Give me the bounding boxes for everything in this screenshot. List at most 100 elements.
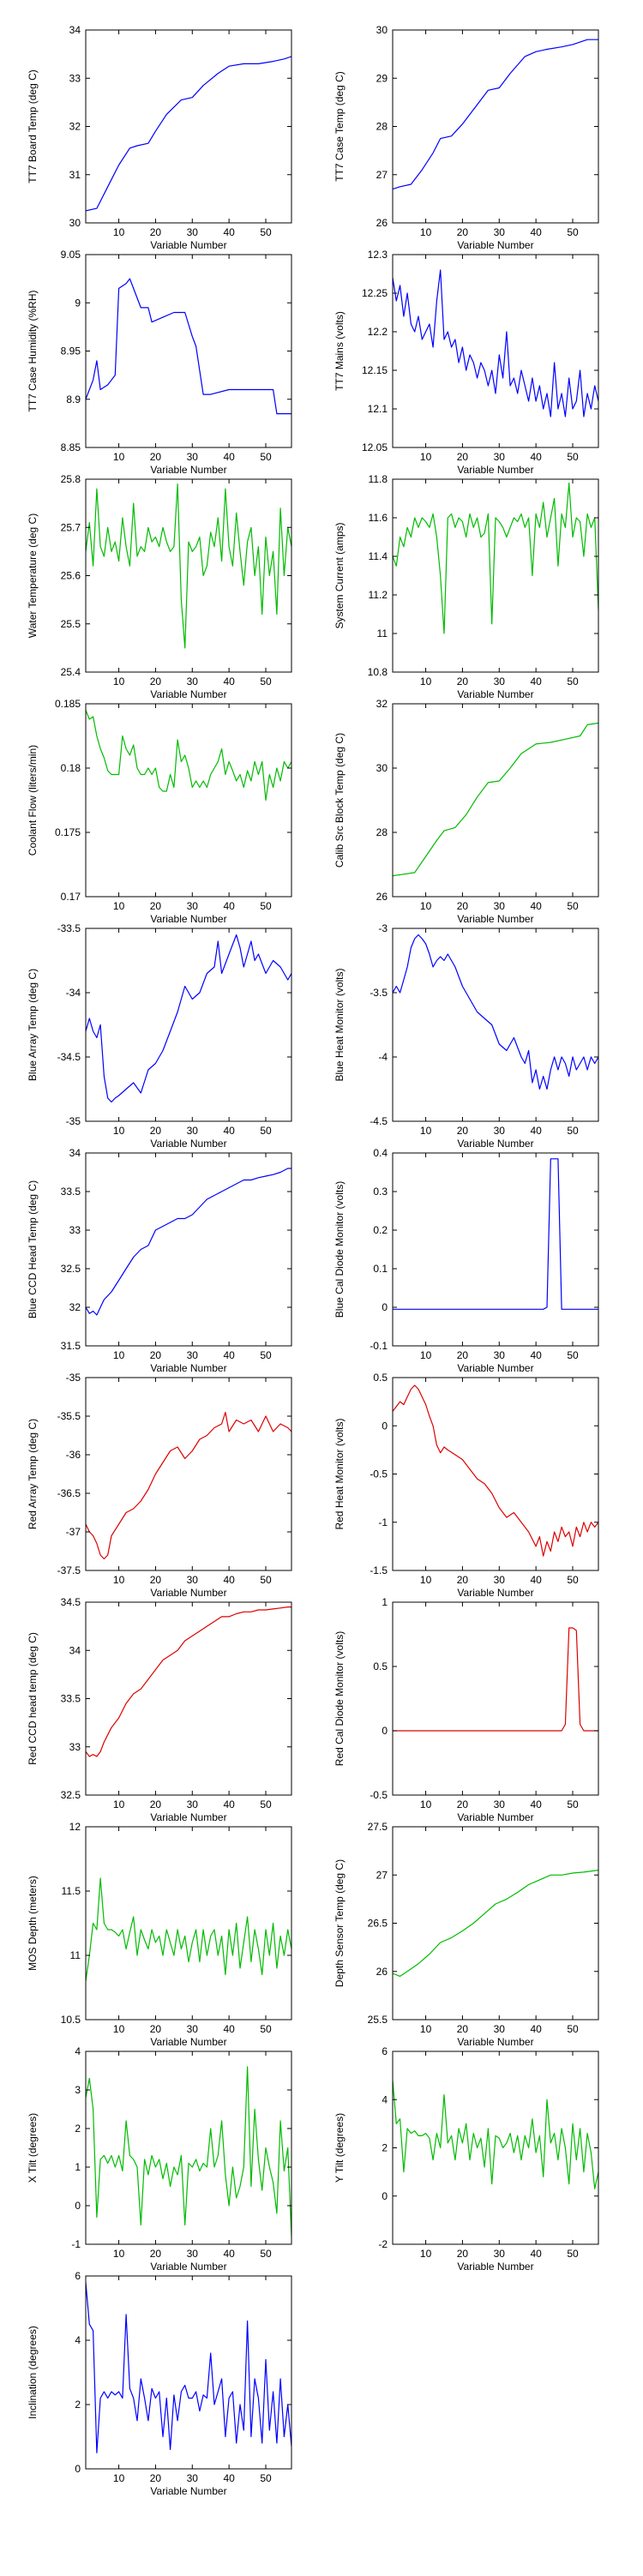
chart-panel-17: 10 20 30 40 50 10.5 11 11.5 12 Variable Number MOS…	[27, 1821, 292, 2048]
x-tick-label: 40	[530, 226, 542, 238]
y-tick-label: 25.5	[368, 2014, 388, 2026]
plot-frame	[392, 1152, 599, 1347]
y-tick-label: 0	[75, 2200, 81, 2212]
plot-frame	[392, 703, 599, 898]
y-tick-label: -4	[378, 1051, 388, 1063]
y-tick-label: -35.5	[57, 1410, 81, 1422]
x-tick-label: 40	[530, 451, 542, 463]
y-tick-label: -37	[66, 1526, 81, 1538]
y-axis-label: Red Heat Monitor (volts)	[334, 1418, 346, 1529]
chart-panel-15: 10 20 30 40 50 32.5 33 33.5 34 34.5 Variable Numbe…	[27, 1596, 292, 1823]
y-tick-label: 1	[382, 1596, 388, 1608]
y-tick-label: 3	[75, 2084, 81, 2096]
y-tick-label: -0.1	[370, 1340, 388, 1352]
chart-panel-18: 10 20 30 40 50 25.5 26 26.5 27 27.5 Variable Numbe…	[334, 1821, 599, 2048]
plot-frame	[85, 1826, 292, 2021]
x-axis-label: Variable Number	[150, 688, 226, 700]
y-tick-label: -33.5	[57, 922, 81, 934]
y-tick-label: 11.2	[369, 589, 388, 601]
y-tick-label: -36.5	[57, 1487, 81, 1499]
y-tick-label: 30	[376, 24, 388, 36]
x-tick-label: 10	[113, 1798, 125, 1810]
x-tick-label: 30	[187, 676, 199, 688]
series-line	[393, 1158, 598, 1310]
x-tick-label: 30	[494, 2023, 506, 2035]
y-tick-label: 8.9	[66, 393, 81, 405]
x-tick-label: 50	[567, 1574, 579, 1586]
y-tick-label: 11	[70, 1949, 81, 1961]
x-tick-label: 50	[567, 1798, 579, 1810]
plot-frame	[85, 2051, 292, 2245]
x-axis-label: Variable Number	[457, 1138, 533, 1150]
y-tick-label: -0.5	[370, 1789, 388, 1801]
x-tick-label: 20	[150, 226, 162, 238]
y-tick-label: 25.7	[61, 521, 81, 533]
series-line	[393, 1870, 598, 1977]
x-tick-label: 50	[260, 226, 272, 238]
y-tick-label: 26	[376, 217, 388, 229]
x-axis-label: Variable Number	[457, 2261, 533, 2273]
y-tick-label: 12.3	[368, 249, 388, 261]
y-tick-label: 25.8	[61, 473, 81, 485]
y-tick-label: 0.175	[55, 826, 81, 838]
y-tick-label: 32	[376, 698, 388, 710]
series-line	[86, 1877, 291, 1982]
x-tick-label: 40	[223, 1798, 235, 1810]
x-tick-label: 20	[457, 1349, 469, 1361]
x-tick-label: 50	[567, 2023, 579, 2035]
x-tick-label: 10	[420, 1798, 432, 1810]
x-tick-label: 50	[260, 1574, 272, 1586]
x-tick-label: 30	[187, 451, 199, 463]
chart-panel-8: 10 20 30 40 50 26 28 30 32 Variable Number Calib S…	[334, 698, 599, 925]
x-tick-label: 40	[530, 900, 542, 912]
series-line	[86, 710, 291, 802]
x-tick-label: 30	[494, 1349, 506, 1361]
x-tick-label: 40	[530, 2023, 542, 2035]
y-tick-label: -0.5	[370, 1468, 388, 1480]
y-tick-label: 11.8	[369, 473, 388, 485]
x-tick-label: 20	[150, 451, 162, 463]
x-tick-label: 30	[187, 1574, 199, 1586]
y-tick-label: -34	[66, 987, 81, 999]
y-axis-label: Blue Array Temp (deg C)	[27, 969, 39, 1081]
x-tick-label: 30	[494, 226, 506, 238]
y-tick-label: 27	[376, 1869, 388, 1881]
chart-panel-16: 10 20 30 40 50 -0.5 0 0.5 1 Variable Number Red Ca…	[334, 1596, 599, 1823]
plot-frame	[85, 29, 292, 224]
y-tick-label: 12.2	[368, 326, 388, 338]
y-tick-label: 2	[75, 2399, 81, 2411]
x-tick-label: 20	[150, 2023, 162, 2035]
y-tick-label: 33	[69, 1741, 81, 1753]
x-tick-label: 20	[150, 1349, 162, 1361]
x-tick-label: 30	[494, 1125, 506, 1137]
x-tick-label: 10	[113, 2023, 125, 2035]
series-line	[86, 56, 291, 212]
y-tick-label: 12.15	[362, 364, 388, 376]
y-tick-label: 11.4	[369, 550, 388, 562]
x-axis-label: Variable Number	[457, 1362, 533, 1374]
y-axis-label: Depth Sensor Temp (deg C)	[334, 1859, 346, 1987]
x-tick-label: 30	[187, 226, 199, 238]
x-tick-label: 50	[567, 451, 579, 463]
y-tick-label: 0.5	[373, 1372, 388, 1384]
x-tick-label: 40	[223, 1349, 235, 1361]
series-line	[86, 483, 291, 649]
x-tick-label: 10	[113, 1574, 125, 1586]
x-tick-label: 20	[457, 1798, 469, 1810]
x-tick-label: 20	[457, 451, 469, 463]
x-tick-label: 10	[420, 226, 432, 238]
y-tick-label: 10.8	[368, 666, 388, 678]
x-tick-label: 10	[420, 900, 432, 912]
y-tick-label: -1	[378, 1516, 388, 1528]
x-axis-label: Variable Number	[150, 1362, 226, 1374]
y-axis-label: TT7 Mains (volts)	[334, 311, 346, 391]
x-axis-label: Variable Number	[150, 2485, 226, 2497]
y-axis-label: Blue Heat Monitor (volts)	[334, 968, 346, 1081]
x-axis-label: Variable Number	[150, 1138, 226, 1150]
y-axis-label: X Tilt (degrees)	[27, 2113, 39, 2183]
chart-panel-12: 10 20 30 40 50 -0.1 0 0.1 0.2 0.3 0.4 Variable Numb…	[334, 1147, 599, 1374]
x-tick-label: 50	[567, 226, 579, 238]
y-tick-label: 0	[382, 2190, 388, 2202]
